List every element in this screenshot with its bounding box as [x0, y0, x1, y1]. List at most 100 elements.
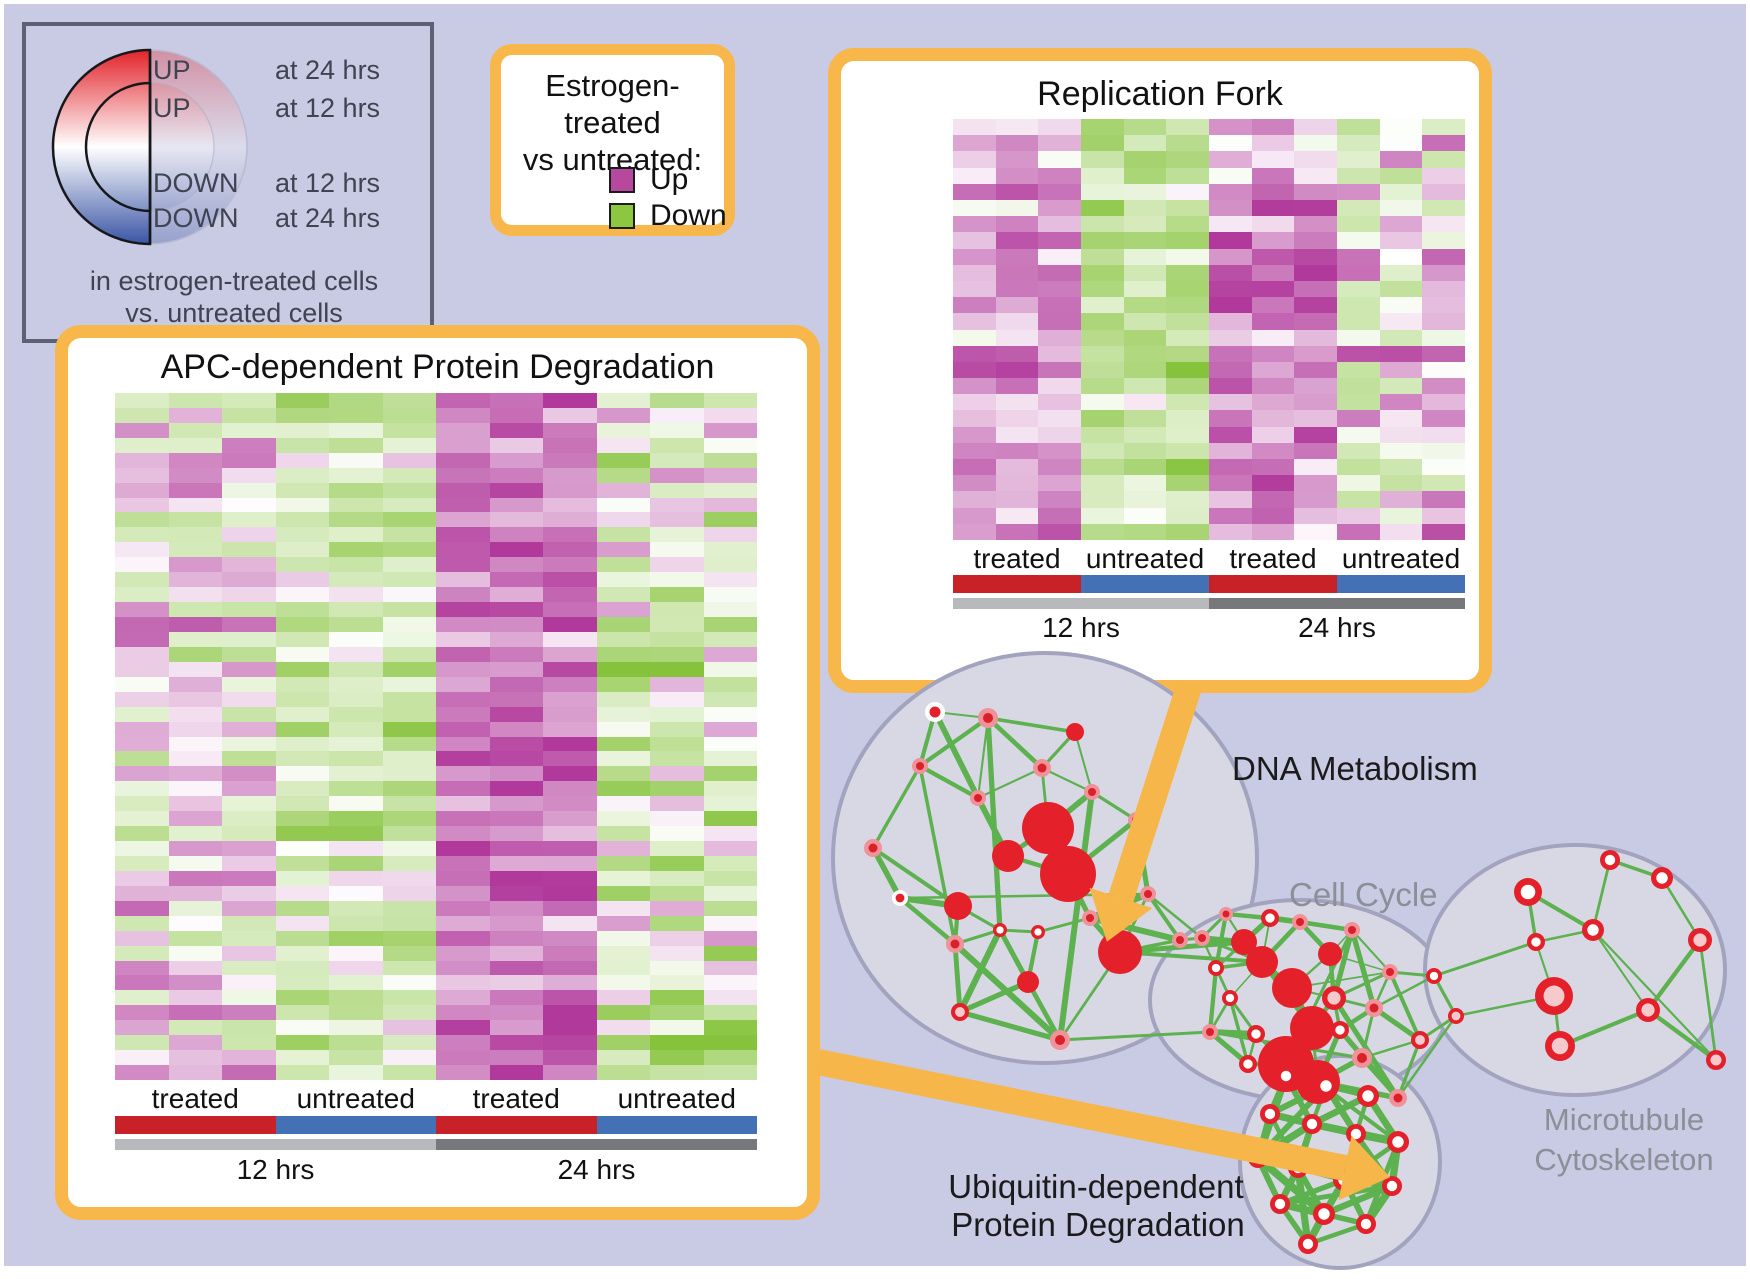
- heatmap-cell: [222, 691, 276, 707]
- heatmap-cell: [1081, 475, 1124, 492]
- heatmap-cell: [1123, 507, 1167, 524]
- heatmap-cell: [650, 781, 704, 797]
- heatmap-cell: [543, 990, 597, 1006]
- heatmap-cell: [1294, 119, 1337, 136]
- heatmap-cell: [650, 437, 704, 453]
- heatmap-cell: [650, 527, 704, 543]
- heatmap-cell: [382, 407, 436, 423]
- heatmap-cell: [329, 587, 383, 603]
- heatmap-cell: [596, 885, 650, 901]
- heatmap-cell: [1251, 248, 1295, 265]
- heatmap-cell: [382, 930, 436, 946]
- heatmap-cell: [489, 542, 543, 558]
- heatmap-cell: [1038, 216, 1081, 233]
- estrogen-legend-title: Estrogen-treated vs untreated:: [501, 67, 724, 178]
- heatmap-cell: [489, 900, 543, 916]
- heatmap-cell: [1422, 151, 1465, 168]
- heatmap-cell: [222, 841, 276, 856]
- heatmap-cell: [703, 855, 757, 871]
- heatmap-cell: [436, 1050, 490, 1066]
- heatmap-cell: [222, 1050, 276, 1066]
- heatmap-cell: [489, 1050, 543, 1066]
- estrogen-legend: Estrogen-treated vs untreated: Up Down: [490, 44, 735, 236]
- apc-time-label-24: 24 hrs: [557, 1154, 636, 1185]
- heatmap-cell: [1294, 313, 1337, 330]
- heatmap-cell: [168, 1065, 222, 1080]
- heatmap-cell: [275, 497, 329, 513]
- heatmap-cell: [1123, 264, 1167, 281]
- heatmap-cell: [1422, 394, 1465, 411]
- heatmap-cell: [489, 497, 543, 513]
- heatmap-cell: [1038, 232, 1081, 249]
- heatmap-cell: [1081, 297, 1124, 314]
- heatmap-cell: [1038, 361, 1081, 379]
- rf-time-bar-12: [953, 598, 1209, 609]
- heatmap-cell: [1166, 361, 1209, 379]
- heatmap-cell: [1166, 345, 1209, 362]
- heatmap-cell: [596, 512, 650, 528]
- heatmap-cell: [1422, 232, 1465, 249]
- heatmap-cell: [650, 706, 704, 722]
- heatmap-cell: [1294, 361, 1337, 379]
- heatmap-cell: [1294, 151, 1337, 168]
- heatmap-cell: [1379, 442, 1423, 460]
- heatmap-cell: [1294, 394, 1337, 411]
- heatmap-cell: [489, 930, 543, 946]
- heatmap-cell: [596, 676, 650, 692]
- heatmap-cell: [953, 264, 996, 281]
- heatmap-cell: [1038, 135, 1081, 152]
- heatmap-cell: [1166, 523, 1209, 540]
- heatmap-cell: [115, 990, 169, 1006]
- heatmap-cell: [1379, 313, 1423, 330]
- heatmap-cell: [995, 135, 1039, 152]
- heatmap-cell: [115, 646, 169, 662]
- heatmap-cell: [650, 512, 704, 528]
- heatmap-cell: [168, 527, 222, 543]
- heatmap-cell: [1081, 135, 1124, 152]
- heatmap-cell: [382, 1020, 436, 1036]
- heatmap-cell: [436, 542, 490, 558]
- heatmap-cell: [115, 422, 169, 438]
- heatmap-cell: [543, 960, 597, 976]
- heatmap-cell: [1251, 426, 1295, 443]
- apc-bar-untreated-24: [596, 1116, 757, 1134]
- heatmap-cell: [489, 706, 543, 722]
- heatmap-cell: [168, 1020, 222, 1036]
- heatmap-cell: [275, 691, 329, 707]
- heatmap-cell: [1294, 410, 1337, 427]
- heatmap-cell: [543, 661, 597, 677]
- heatmap-cell: [489, 885, 543, 901]
- heatmap-cell: [543, 393, 597, 408]
- heatmap-cell: [543, 855, 597, 871]
- heatmap-cell: [1422, 345, 1465, 362]
- heatmap-cell: [953, 151, 996, 168]
- heatmap-cell: [489, 826, 543, 842]
- heatmap-cell: [275, 1035, 329, 1051]
- heatmap-cell: [1038, 119, 1081, 136]
- heatmap-cell: [382, 422, 436, 438]
- heatmap-cell: [1251, 167, 1295, 184]
- heatmap-cell: [275, 915, 329, 931]
- heatmap-cell: [382, 572, 436, 588]
- heatmap-cell: [222, 855, 276, 871]
- heatmap-cell: [1251, 410, 1295, 427]
- heatmap-cell: [168, 602, 222, 618]
- heatmap-cell: [168, 706, 222, 722]
- heatmap-cell: [115, 572, 169, 588]
- heatmap-cell: [115, 587, 169, 603]
- heatmap-cell: [168, 781, 222, 797]
- heatmap-cell: [1337, 491, 1380, 508]
- heatmap-cell: [543, 572, 597, 588]
- heatmap-cell: [275, 557, 329, 573]
- heatmap-cell: [168, 542, 222, 558]
- heatmap-cell: [596, 407, 650, 423]
- heatmap-cell: [953, 135, 996, 152]
- heatmap-cell: [1209, 378, 1252, 395]
- replication-fork-panel: Replication Fork treated untreated treat…: [828, 48, 1492, 693]
- heatmap-cell: [1038, 523, 1081, 540]
- heatmap-cell: [543, 467, 597, 483]
- rf-group-label-1: untreated: [1085, 543, 1205, 574]
- heatmap-cell: [995, 345, 1039, 362]
- apc-time-labels: 12 hrs 24 hrs: [115, 1154, 757, 1185]
- heatmap-cell: [703, 706, 757, 722]
